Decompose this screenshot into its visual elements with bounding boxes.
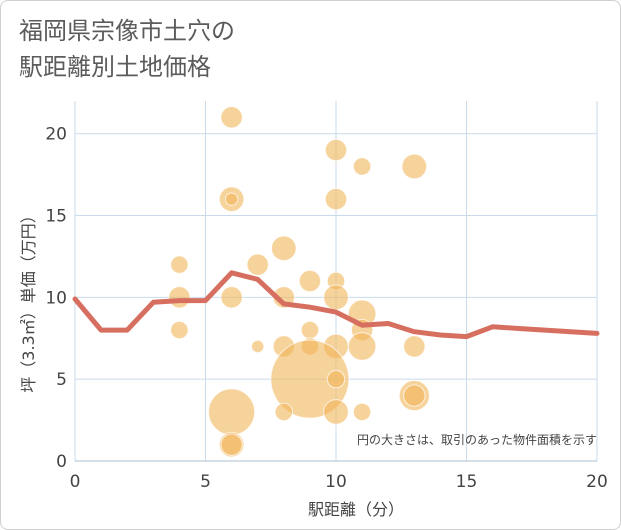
transaction-bubble [324, 138, 348, 162]
transaction-bubble [208, 388, 256, 436]
x-tick-label: 15 [456, 472, 478, 492]
transaction-bubble [323, 284, 349, 311]
x-tick-label: 20 [586, 472, 608, 492]
transaction-bubble [220, 106, 243, 129]
transaction-bubble [251, 339, 265, 354]
transaction-bubble [298, 269, 322, 293]
y-axis-ticks: 0 5 10 15 20 [45, 125, 67, 472]
transaction-bubble [300, 320, 320, 340]
chart-title-line-2: 駅距離別土地価格 [19, 53, 211, 81]
y-tick-label: 15 [45, 207, 67, 227]
x-tick-label: 0 [70, 472, 81, 492]
chart-title-line-1: 福岡県宗像市土穴の [19, 17, 235, 45]
transaction-bubble [401, 153, 428, 180]
transaction-bubble [274, 402, 294, 422]
y-tick-label: 20 [45, 125, 67, 145]
x-axis-label: 駅距離（分） [308, 500, 404, 519]
y-tick-label: 5 [56, 370, 67, 390]
x-axis-ticks: 0 5 10 15 20 [70, 472, 608, 492]
bubble-size-note: 円の大きさは、取引のあった物件面積を示す [357, 432, 597, 447]
transaction-bubble [347, 332, 377, 361]
average-price-line [72, 270, 600, 340]
transaction-bubble [220, 433, 243, 456]
y-tick-label: 10 [45, 288, 67, 308]
transaction-bubble [326, 369, 346, 389]
transaction-bubble [270, 339, 350, 419]
transaction-bubble [352, 402, 372, 422]
transaction-bubble [220, 286, 243, 309]
transaction-bubble [403, 335, 426, 358]
transaction-bubble [403, 384, 426, 407]
transaction-bubble [170, 320, 189, 340]
y-axis-label: 坪（3.3㎡）単価（万円） [19, 207, 38, 392]
y-tick-label: 0 [56, 452, 67, 472]
chart-title: 福岡県宗像市土穴の 駅距離別土地価格 [19, 13, 235, 85]
x-tick-label: 5 [200, 472, 211, 492]
transaction-bubble [168, 286, 191, 309]
transaction-bubbles [168, 106, 430, 458]
x-tick-label: 10 [325, 472, 347, 492]
transaction-bubble [352, 157, 372, 176]
transaction-bubble [224, 192, 239, 206]
transaction-bubble [270, 235, 297, 262]
transaction-bubble [170, 255, 189, 274]
transaction-bubble [324, 188, 348, 211]
transaction-bubble [246, 253, 269, 276]
transaction-bubble [323, 399, 349, 425]
